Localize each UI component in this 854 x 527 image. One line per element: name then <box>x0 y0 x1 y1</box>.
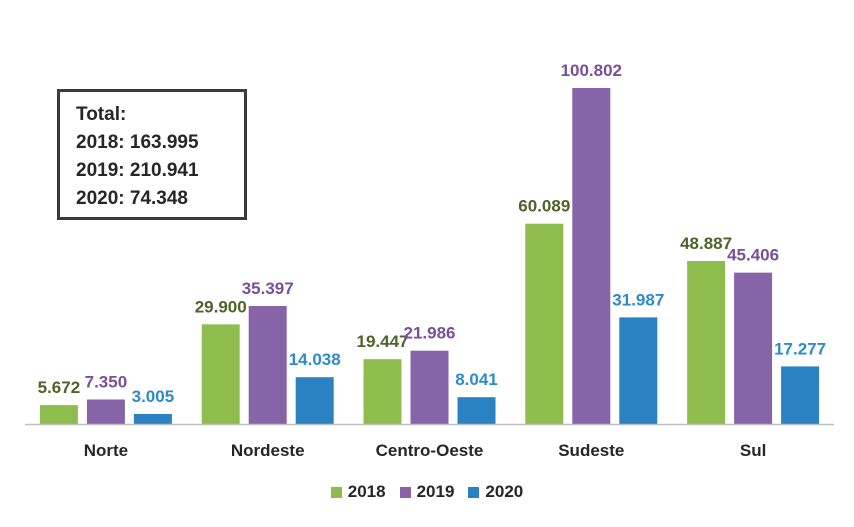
bar <box>734 272 773 424</box>
legend-swatch-2020 <box>468 486 480 498</box>
category-label: Norte <box>84 441 128 460</box>
legend-item-2020: 2020 <box>468 482 523 502</box>
bar <box>572 88 611 424</box>
data-label: 48.887 <box>680 234 732 253</box>
data-label: 60.089 <box>518 197 570 216</box>
total-title: Total: <box>76 104 127 125</box>
bar <box>687 261 726 424</box>
category-label: Sudeste <box>558 441 624 460</box>
bar <box>457 397 496 424</box>
data-label: 7.350 <box>85 373 128 392</box>
legend-label-2020: 2020 <box>485 482 524 501</box>
legend-label-2019: 2019 <box>416 482 455 501</box>
category-label: Sul <box>740 441 766 460</box>
bar <box>619 317 658 424</box>
legend-label-2018: 2018 <box>347 482 386 501</box>
bar <box>525 223 564 424</box>
data-label: 17.277 <box>774 339 826 358</box>
data-label: 45.406 <box>727 246 779 265</box>
data-label: 100.802 <box>561 61 622 80</box>
total-2019: 2019: 210.941 <box>76 160 199 181</box>
bar <box>248 306 287 424</box>
total-2018: 2018: 163.995 <box>76 132 199 153</box>
bar <box>133 413 172 424</box>
category-label: Centro-Oeste <box>376 441 484 460</box>
total-2020: 2020: 74.348 <box>76 188 188 209</box>
bar <box>39 405 78 424</box>
bar <box>201 324 240 424</box>
data-label: 14.038 <box>289 350 341 369</box>
bar <box>86 399 125 424</box>
total-box: Total: 2018: 163.995 2019: 210.941 2020:… <box>57 89 247 220</box>
data-label: 21.986 <box>404 324 456 343</box>
data-label: 35.397 <box>242 279 294 298</box>
legend-swatch-2018 <box>330 486 342 498</box>
legend: 2018 2019 2020 <box>0 482 854 502</box>
legend-item-2019: 2019 <box>399 482 455 502</box>
legend-item-2018: 2018 <box>330 482 386 502</box>
data-label: 19.447 <box>357 332 409 351</box>
data-label: 5.672 <box>38 378 81 397</box>
bar <box>363 359 402 424</box>
data-label: 29.900 <box>195 297 247 316</box>
data-label: 31.987 <box>612 290 664 309</box>
bar <box>781 366 820 424</box>
data-label: 3.005 <box>132 387 175 406</box>
category-label: Nordeste <box>231 441 305 460</box>
data-label: 8.041 <box>455 370 498 389</box>
bar <box>410 350 449 424</box>
bar <box>295 377 334 424</box>
legend-swatch-2019 <box>399 486 411 498</box>
